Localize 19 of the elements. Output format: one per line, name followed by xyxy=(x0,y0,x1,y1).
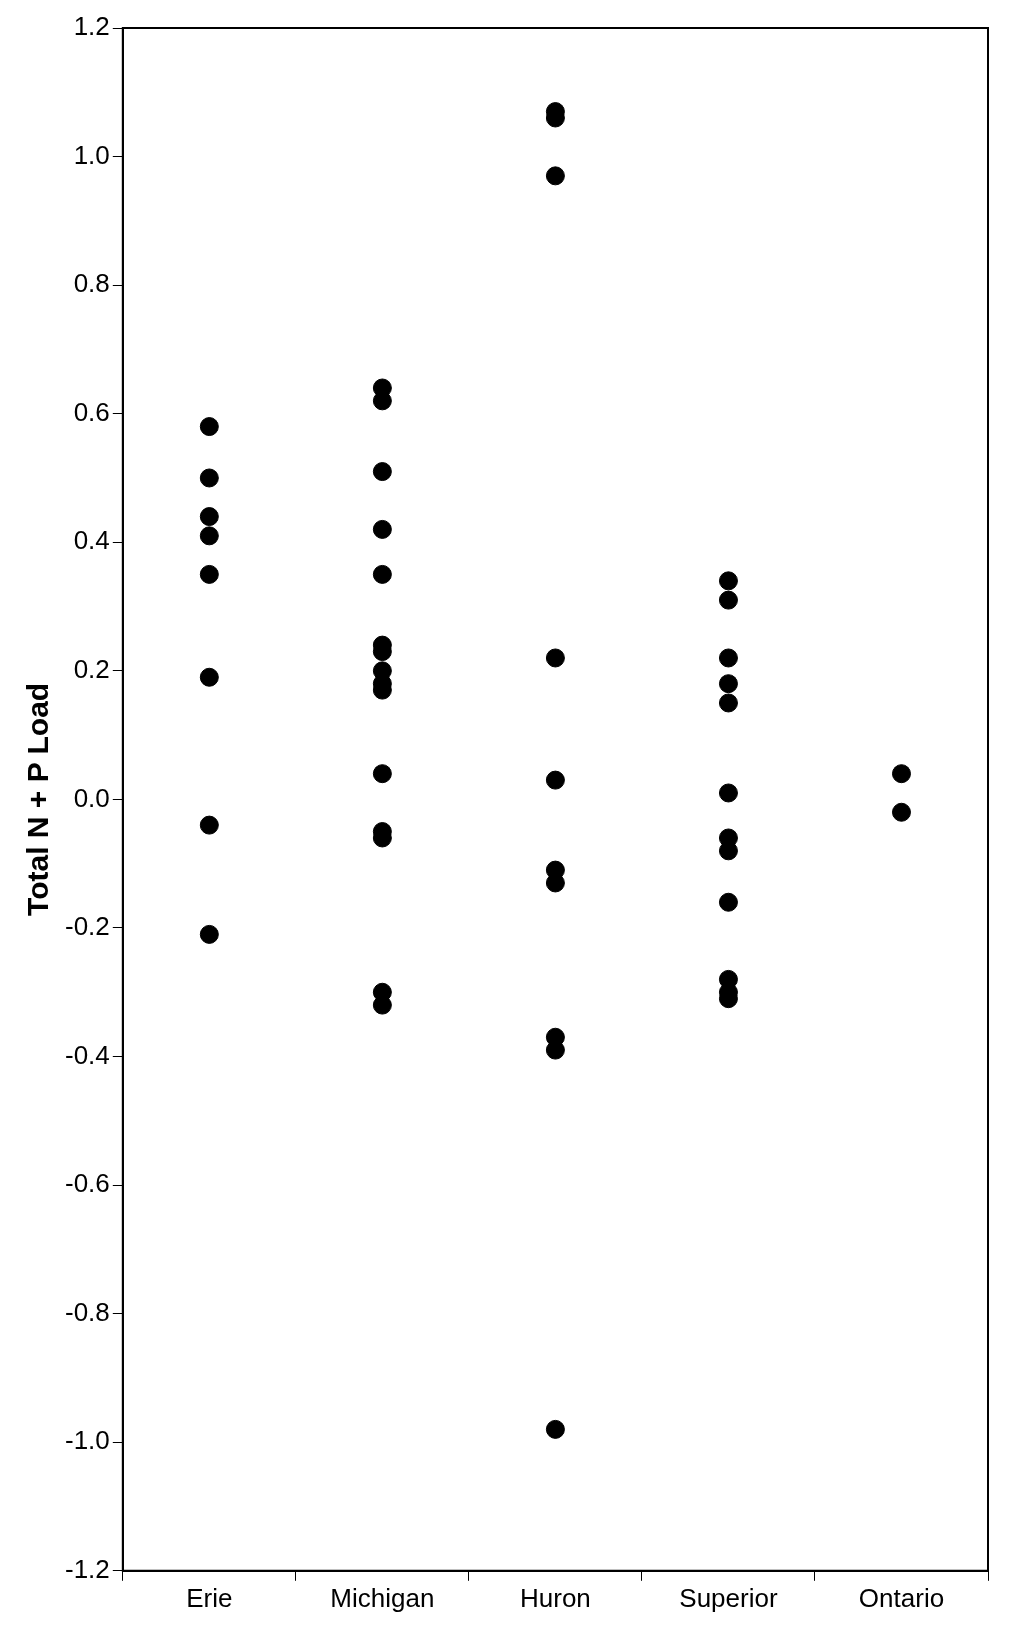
y-tick-label: -0.6 xyxy=(64,1168,110,1199)
y-tick-label: -0.8 xyxy=(64,1296,110,1327)
y-tick-label: -0.2 xyxy=(64,911,110,942)
y-tick-label: 0.8 xyxy=(73,268,110,299)
x-tick-label: Michigan xyxy=(330,1582,435,1613)
y-tick-label: -0.4 xyxy=(64,1039,110,1070)
y-axis-title: Total N + P Load xyxy=(21,682,55,916)
y-tick-label: 0.2 xyxy=(73,654,110,685)
x-tick-label: Superior xyxy=(679,1582,778,1613)
y-tick-label: 1.2 xyxy=(73,11,110,42)
y-tick-label: 1.0 xyxy=(73,139,110,170)
y-tick-label: -1.2 xyxy=(64,1553,110,1584)
y-tick-label: 0.0 xyxy=(73,782,110,813)
y-tick-label: 0.4 xyxy=(73,525,110,556)
x-tick-label: Ontario xyxy=(858,1582,945,1613)
x-tick-label: Erie xyxy=(186,1582,233,1613)
x-tick-label: Huron xyxy=(519,1582,591,1613)
y-tick-label: 0.6 xyxy=(73,396,110,427)
y-tick-label: -1.0 xyxy=(64,1425,110,1456)
